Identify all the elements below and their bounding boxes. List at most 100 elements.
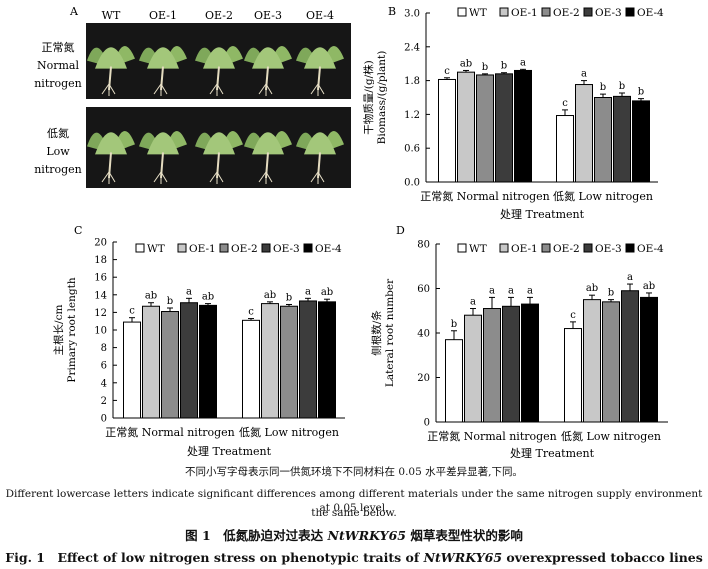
significance-letter: a	[470, 297, 476, 308]
significance-letter: a	[186, 286, 192, 297]
group-label-2: 低氮 Low nitrogen	[553, 189, 653, 203]
significance-letter: a	[305, 286, 311, 297]
significance-letter: a	[489, 285, 495, 296]
y-tick-label: 3.0	[404, 9, 420, 20]
y-tick-label: 2.4	[404, 42, 420, 53]
y-tick-label: 20	[94, 238, 107, 249]
plant-low-4	[296, 130, 344, 184]
bar-oe-2-group-1	[476, 74, 494, 183]
legend-label: OE-4	[315, 243, 342, 255]
y-axis-label-en: Biomass/(g/plant)	[376, 51, 388, 145]
bar-wt-group-1	[438, 78, 456, 183]
bar-oe-4-group-2	[318, 301, 336, 419]
bar-oe-4-group-2	[640, 296, 658, 423]
panel-a-photos: A WT OE-1 OE-2 OE-3 OE-4 正常氮 Normal nitrogen…	[34, 5, 351, 188]
bar-oe-1-group-2	[261, 303, 279, 419]
y-axis-label-en: Lateral root number	[384, 278, 396, 387]
y-tick-label: 80	[417, 240, 430, 251]
bar-oe-1-group-1	[464, 314, 482, 423]
y-tick-label: 40	[417, 329, 430, 340]
significance-letter: b	[619, 81, 625, 92]
significance-letter: c	[570, 310, 576, 321]
y-tick-label: 8	[101, 343, 107, 354]
group-label-1: 正常氮 Normal nitrogen	[420, 189, 550, 203]
significance-letter: b	[451, 319, 457, 330]
significance-letter: b	[167, 296, 173, 307]
significance-letter: c	[129, 306, 135, 317]
significance-letter: ab	[643, 281, 655, 292]
y-tick-label: 4	[101, 378, 107, 389]
legend-item-oe-2: OE-2	[541, 243, 580, 255]
bar-oe-4-group-1	[521, 303, 539, 423]
caption-note-en-1: Different lowercase letters indicate sig…	[5, 488, 703, 514]
row-label-low-cn: 低氮	[47, 126, 69, 140]
row-label-normal-en2: nitrogen	[34, 77, 82, 90]
plant-low-3	[244, 130, 292, 184]
plant-normal-2	[195, 46, 243, 96]
legend-item-wt: WT	[135, 243, 165, 255]
panel-letter: B	[388, 5, 396, 18]
significance-letter: a	[627, 272, 633, 283]
significance-letter: a	[520, 57, 526, 68]
row-label-low-en2: nitrogen	[34, 163, 82, 176]
figure-title-cn: 图 1 低氮胁迫对过表达 NtWRKY65 烟草表型性状的影响	[185, 528, 523, 543]
legend-label: OE-1	[189, 243, 216, 255]
plant-low-0	[87, 130, 135, 184]
legend-label: OE-2	[553, 7, 580, 19]
significance-letter: ab	[586, 283, 598, 294]
significance-letter: ab	[202, 292, 214, 303]
group-label-2: 低氮 Low nitrogen	[561, 429, 661, 443]
column-label-wt: WT	[102, 9, 121, 22]
bar-oe-4-group-2	[632, 100, 650, 183]
bar-oe-1-group-2	[583, 299, 601, 423]
bar-oe-4-group-1	[199, 304, 217, 419]
bar-oe-1-group-1	[142, 305, 160, 419]
significance-letter: b	[608, 288, 614, 299]
bar-wt-group-2	[556, 115, 574, 183]
y-axis-label-cn: 侧根数/条	[370, 310, 383, 356]
significance-letter: ab	[321, 287, 333, 298]
significance-letter: b	[482, 62, 488, 73]
legend-item-wt: WT	[457, 243, 487, 255]
y-axis-label-en: Primary root length	[66, 277, 78, 382]
legend-item-oe-2: OE-2	[219, 243, 258, 255]
panel-letter: C	[74, 224, 82, 237]
legend-label: WT	[147, 243, 165, 255]
significance-letter: b	[286, 292, 292, 303]
legend-label: OE-1	[511, 7, 538, 19]
plant-normal-4	[296, 46, 344, 96]
legend-label: OE-4	[637, 243, 664, 255]
legend-label: OE-3	[595, 7, 622, 19]
bar-wt-group-2	[564, 328, 582, 423]
legend-item-oe-4: OE-4	[625, 243, 664, 255]
y-tick-label: 20	[417, 373, 430, 384]
significance-letter: b	[600, 82, 606, 93]
column-label-oe-1: OE-1	[149, 9, 177, 22]
bar-oe-1-group-2	[575, 84, 593, 183]
legend-item-oe-1: OE-1	[177, 243, 216, 255]
y-tick-label: 1.2	[404, 110, 420, 121]
column-label-oe-2: OE-2	[205, 9, 233, 22]
bar-oe-3-group-1	[180, 302, 198, 419]
y-tick-label: 0	[101, 414, 107, 425]
plant-normal-0	[87, 46, 135, 96]
bar-oe-4-group-1	[514, 69, 532, 183]
x-axis-label: 处理 Treatment	[500, 208, 585, 221]
legend-item-oe-4: OE-4	[303, 243, 342, 255]
legend-item-oe-3: OE-3	[261, 243, 300, 255]
row-label-normal-cn: 正常氮	[42, 40, 75, 54]
significance-letter: c	[248, 307, 254, 318]
bar-oe-3-group-2	[613, 95, 631, 183]
legend-label: OE-1	[511, 243, 538, 255]
x-axis-label: 处理 Treatment	[187, 445, 272, 458]
legend-label: OE-2	[553, 243, 580, 255]
column-label-oe-4: OE-4	[306, 9, 334, 22]
y-tick-label: 10	[94, 326, 107, 337]
plant-low-2	[195, 130, 243, 184]
significance-letter: c	[562, 98, 568, 109]
y-tick-label: 1.8	[404, 76, 420, 87]
y-tick-label: 16	[94, 273, 107, 284]
